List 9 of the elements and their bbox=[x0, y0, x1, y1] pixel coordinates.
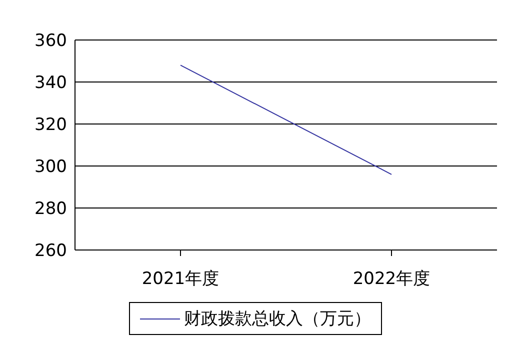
y-tick-label: 280 bbox=[34, 199, 67, 220]
y-tick-label: 300 bbox=[34, 157, 67, 178]
y-tick-label: 340 bbox=[34, 73, 67, 94]
y-tick-label: 360 bbox=[34, 31, 67, 52]
y-tick-label: 320 bbox=[34, 115, 67, 136]
x-tick-label: 2021年度 bbox=[142, 269, 220, 290]
legend-label: 财政拨款总收入（万元） bbox=[184, 308, 371, 330]
x-tick-label: 2022年度 bbox=[352, 269, 430, 290]
y-tick-label: 260 bbox=[34, 241, 67, 262]
